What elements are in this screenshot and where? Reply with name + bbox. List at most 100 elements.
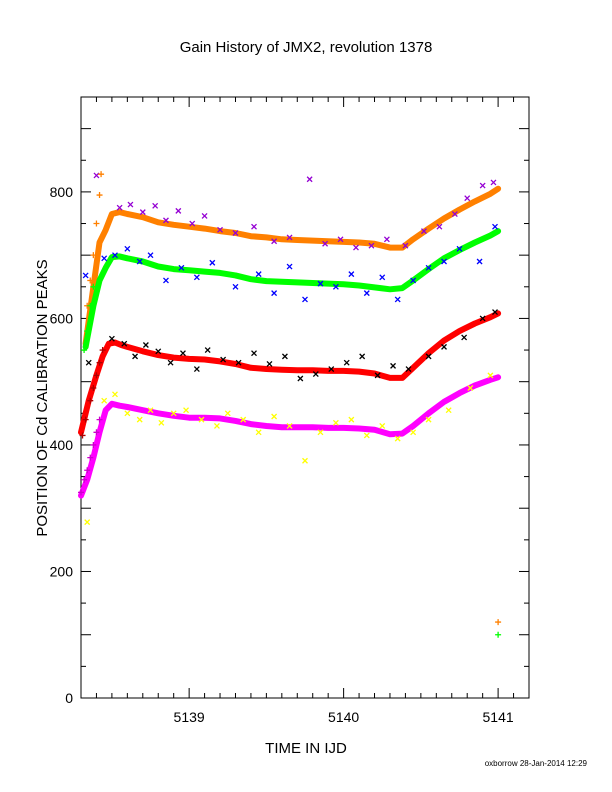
series-point-11 <box>90 441 97 448</box>
series-point-6 <box>441 343 447 350</box>
series-point-4 <box>251 223 257 230</box>
series-point-6 <box>359 353 366 360</box>
series-point-7 <box>317 429 324 436</box>
series-point-6 <box>266 361 273 367</box>
series-point-4 <box>189 220 196 227</box>
series-point-5 <box>302 296 308 303</box>
y-tick-label: 600 <box>50 310 74 326</box>
series-point-8 <box>98 171 105 178</box>
series-point-5 <box>101 255 108 262</box>
series-point-8 <box>495 619 502 626</box>
series-point-7 <box>170 410 177 417</box>
series-point-5 <box>410 277 417 284</box>
series-point-6 <box>328 366 335 372</box>
x-tick-label: 5139 <box>174 709 205 725</box>
series-point-4 <box>127 201 134 208</box>
series-point-7 <box>224 410 231 417</box>
series-point-11 <box>84 467 91 474</box>
series-line-0 <box>82 185 502 347</box>
series-point-6 <box>281 353 288 360</box>
y-tick-label: 0 <box>65 690 73 706</box>
series-point-6 <box>167 359 174 366</box>
series-point-8 <box>96 192 103 199</box>
series-point-5 <box>193 274 200 281</box>
series-point-5 <box>332 283 339 290</box>
series-point-6 <box>461 334 468 341</box>
series-point-4 <box>139 209 146 216</box>
series-point-10 <box>90 385 97 392</box>
series-point-9 <box>81 347 88 354</box>
series-point-6 <box>405 366 412 372</box>
series-point-5 <box>147 252 154 259</box>
series-point-4 <box>337 236 344 243</box>
series-point-5 <box>136 258 143 265</box>
series-point-4 <box>353 244 359 251</box>
series-point-6 <box>297 375 304 382</box>
series-point-5 <box>124 245 131 252</box>
series-point-7 <box>136 416 143 423</box>
series-point-4 <box>479 182 486 189</box>
series-point-7 <box>332 419 339 426</box>
series-point-4 <box>286 234 293 241</box>
x-tick-label: 5141 <box>483 709 514 725</box>
series-point-4 <box>436 223 443 230</box>
series-point-6 <box>85 359 92 366</box>
series-point-9 <box>87 302 94 309</box>
series-line-1 <box>82 228 502 350</box>
series-point-7 <box>348 416 355 423</box>
series-point-7 <box>379 423 386 429</box>
series-point-4 <box>175 207 182 214</box>
series-point-7 <box>410 429 417 436</box>
series-point-6 <box>204 347 211 354</box>
series-point-4 <box>152 202 159 209</box>
tick-labels: 0 200 400 600 800 5139 5140 5141 <box>50 184 514 725</box>
series-point-4 <box>402 242 409 249</box>
series-point-7 <box>445 407 452 414</box>
series-point-10 <box>96 359 103 366</box>
series-point-6 <box>132 353 139 360</box>
series-point-5 <box>456 245 463 252</box>
series-point-7 <box>183 407 190 414</box>
series-point-5 <box>178 264 185 271</box>
y-tick-label: 800 <box>50 184 74 200</box>
series-point-10 <box>99 347 106 354</box>
series-point-7 <box>147 407 154 414</box>
series-point-6 <box>220 356 227 363</box>
series-point-5 <box>379 274 386 281</box>
series-point-9 <box>90 283 97 290</box>
axis-ticks <box>80 96 530 699</box>
series-point-11 <box>78 489 84 496</box>
series-point-5 <box>317 280 324 287</box>
y-tick-label: 400 <box>50 437 74 453</box>
series-point-11 <box>96 416 103 423</box>
series-point-6 <box>479 315 486 322</box>
series-point-4 <box>322 240 329 247</box>
series-point-6 <box>492 309 498 316</box>
series-point-4 <box>451 211 458 217</box>
series-point-5 <box>425 264 432 271</box>
series-point-6 <box>425 353 432 360</box>
series-point-4 <box>201 212 208 219</box>
series-point-4 <box>490 179 497 186</box>
series-point-5 <box>363 290 370 297</box>
series-point-7 <box>112 391 118 398</box>
series-point-7 <box>425 416 432 423</box>
series-point-7 <box>467 385 474 391</box>
series-point-4 <box>232 230 239 236</box>
series-point-5 <box>348 271 355 278</box>
plot-frame <box>80 96 530 699</box>
series-point-9 <box>84 328 91 335</box>
series-point-5 <box>394 296 401 303</box>
series-point-6 <box>155 348 162 355</box>
chart-title: Gain History of JMX2, revolution 1378 <box>180 39 433 56</box>
series-point-4 <box>163 217 169 224</box>
series-point-5 <box>476 258 483 265</box>
series-point-5 <box>232 283 239 290</box>
y-axis-label: POSITION OF Cd CALIBRATION PEAKS <box>34 259 51 536</box>
series-point-8 <box>87 277 94 284</box>
series-point-5 <box>492 223 498 230</box>
series-point-7 <box>302 457 308 464</box>
series-point-7 <box>271 413 278 420</box>
series-point-7 <box>286 423 293 429</box>
